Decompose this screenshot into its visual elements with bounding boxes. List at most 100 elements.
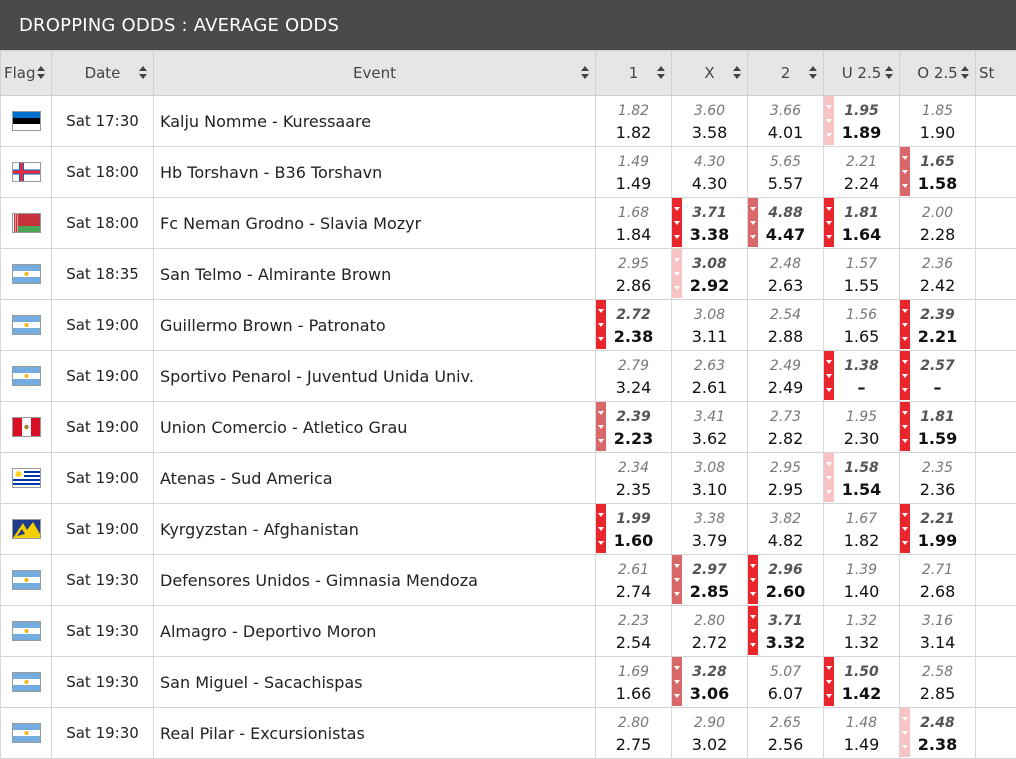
odds-cell-over[interactable]: 2.58 2.85: [899, 656, 976, 708]
table-row[interactable]: Sat 19:30 Almagro - Deportivo Moron 2.23 2.…: [0, 605, 1016, 657]
odds-cell-x[interactable]: 2.80 2.72: [671, 605, 748, 657]
odds-cell-1[interactable]: 2.39 2.23: [595, 401, 672, 453]
table-row[interactable]: Sat 19:00 Union Comercio - Atletico Grau 2…: [0, 401, 1016, 453]
odds-cell-2[interactable]: 2.54 2.88: [747, 299, 824, 351]
table-row[interactable]: Sat 18:35 San Telmo - Almirante Brown 2.95…: [0, 248, 1016, 300]
event-link[interactable]: Hb Torshavn - B36 Torshavn: [153, 146, 596, 198]
odds-cell-x[interactable]: 2.90 3.02: [671, 707, 748, 759]
odds-cell-x[interactable]: 3.41 3.62: [671, 401, 748, 453]
odds-cell-under[interactable]: 1.48 1.49: [823, 707, 900, 759]
odds-cell-x[interactable]: 3.08 3.10: [671, 452, 748, 504]
odds-cell-2[interactable]: 2.49 2.49: [747, 350, 824, 402]
odds-cell-over[interactable]: 2.48 2.38: [899, 707, 976, 759]
odds-cell-1[interactable]: 2.34 2.35: [595, 452, 672, 504]
odds-cell-over[interactable]: 1.85 1.90: [899, 95, 976, 147]
table-row[interactable]: Sat 19:30 San Miguel - Sacachispas 1.69 1.6…: [0, 656, 1016, 708]
odds-cell-x[interactable]: 2.97 2.85: [671, 554, 748, 606]
odds-cell-2[interactable]: 2.65 2.56: [747, 707, 824, 759]
odds-cell-over[interactable]: 2.36 2.42: [899, 248, 976, 300]
odds-cell-under[interactable]: 1.56 1.65: [823, 299, 900, 351]
table-row[interactable]: Sat 19:00 Sportivo Penarol - Juventud Uni…: [0, 350, 1016, 402]
odds-cell-1[interactable]: 2.79 3.24: [595, 350, 672, 402]
table-row[interactable]: Sat 19:00 Atenas - Sud America 2.34 2.35 3.0…: [0, 452, 1016, 504]
event-link[interactable]: Fc Neman Grodno - Slavia Mozyr: [153, 197, 596, 249]
col-header-status[interactable]: St: [975, 50, 1016, 96]
odds-cell-over[interactable]: 3.16 3.14: [899, 605, 976, 657]
odds-cell-1[interactable]: 1.99 1.60: [595, 503, 672, 555]
odds-cell-x[interactable]: 3.60 3.58: [671, 95, 748, 147]
col-header-flag[interactable]: Flag: [0, 50, 52, 96]
odds-cell-over[interactable]: 2.39 2.21: [899, 299, 976, 351]
odds-cell-2[interactable]: 2.95 2.95: [747, 452, 824, 504]
table-row[interactable]: Sat 18:00 Hb Torshavn - B36 Torshavn 1.49 1…: [0, 146, 1016, 198]
col-header-over-2-5[interactable]: O 2.5: [899, 50, 976, 96]
odds-cell-2[interactable]: 2.48 2.63: [747, 248, 824, 300]
odds-cell-1[interactable]: 2.72 2.38: [595, 299, 672, 351]
odds-cell-under[interactable]: 1.95 2.30: [823, 401, 900, 453]
odds-cell-under[interactable]: 1.32 1.32: [823, 605, 900, 657]
event-link[interactable]: Guillermo Brown - Patronato: [153, 299, 596, 351]
odds-cell-x[interactable]: 2.63 2.61: [671, 350, 748, 402]
event-link[interactable]: San Telmo - Almirante Brown: [153, 248, 596, 300]
odds-cell-1[interactable]: 1.68 1.84: [595, 197, 672, 249]
event-link[interactable]: Defensores Unidos - Gimnasia Mendoza: [153, 554, 596, 606]
odds-cell-under[interactable]: 1.58 1.54: [823, 452, 900, 504]
odds-cell-over[interactable]: 2.57 –: [899, 350, 976, 402]
odds-cell-over[interactable]: 2.71 2.68: [899, 554, 976, 606]
odds-cell-2[interactable]: 3.82 4.82: [747, 503, 824, 555]
odds-cell-1[interactable]: 2.95 2.86: [595, 248, 672, 300]
event-link[interactable]: Atenas - Sud America: [153, 452, 596, 504]
odds-cell-under[interactable]: 1.39 1.40: [823, 554, 900, 606]
odds-cell-under[interactable]: 1.50 1.42: [823, 656, 900, 708]
odds-cell-x[interactable]: 3.08 2.92: [671, 248, 748, 300]
odds-cell-x[interactable]: 3.71 3.38: [671, 197, 748, 249]
odds-cell-x[interactable]: 3.28 3.06: [671, 656, 748, 708]
event-link[interactable]: Union Comercio - Atletico Grau: [153, 401, 596, 453]
odds-cell-2[interactable]: 5.65 5.57: [747, 146, 824, 198]
odds-cell-1[interactable]: 2.23 2.54: [595, 605, 672, 657]
odds-cell-1[interactable]: 1.82 1.82: [595, 95, 672, 147]
table-row[interactable]: Sat 19:00 Kyrgyzstan - Afghanistan 1.99 1.6…: [0, 503, 1016, 555]
odds-cell-2[interactable]: 3.71 3.32: [747, 605, 824, 657]
odds-cell-x[interactable]: 4.30 4.30: [671, 146, 748, 198]
odds-cell-1[interactable]: 2.80 2.75: [595, 707, 672, 759]
table-row[interactable]: Sat 19:00 Guillermo Brown - Patronato 2.72…: [0, 299, 1016, 351]
odds-cell-under[interactable]: 1.81 1.64: [823, 197, 900, 249]
col-header-date[interactable]: Date: [51, 50, 154, 96]
odds-cell-under[interactable]: 2.21 2.24: [823, 146, 900, 198]
odds-cell-under[interactable]: 1.95 1.89: [823, 95, 900, 147]
col-header-event[interactable]: Event: [153, 50, 596, 96]
event-link[interactable]: San Miguel - Sacachispas: [153, 656, 596, 708]
odds-cell-over[interactable]: 2.35 2.36: [899, 452, 976, 504]
col-header-2[interactable]: 2: [747, 50, 824, 96]
col-header-x[interactable]: X: [671, 50, 748, 96]
table-row[interactable]: Sat 19:30 Defensores Unidos - Gimnasia Me…: [0, 554, 1016, 606]
odds-cell-over[interactable]: 2.21 1.99: [899, 503, 976, 555]
table-row[interactable]: Sat 19:30 Real Pilar - Excursionistas 2.80…: [0, 707, 1016, 759]
event-link[interactable]: Almagro - Deportivo Moron: [153, 605, 596, 657]
odds-cell-2[interactable]: 2.73 2.82: [747, 401, 824, 453]
odds-cell-1[interactable]: 1.49 1.49: [595, 146, 672, 198]
odds-cell-over[interactable]: 2.00 2.28: [899, 197, 976, 249]
table-row[interactable]: Sat 17:30 Kalju Nomme - Kuressaare 1.82 1.8…: [0, 95, 1016, 147]
event-link[interactable]: Kalju Nomme - Kuressaare: [153, 95, 596, 147]
odds-cell-under[interactable]: 1.67 1.82: [823, 503, 900, 555]
event-link[interactable]: Kyrgyzstan - Afghanistan: [153, 503, 596, 555]
odds-cell-under[interactable]: 1.38 –: [823, 350, 900, 402]
odds-cell-over[interactable]: 1.65 1.58: [899, 146, 976, 198]
col-header-1[interactable]: 1: [595, 50, 672, 96]
odds-cell-2[interactable]: 5.07 6.07: [747, 656, 824, 708]
odds-cell-under[interactable]: 1.57 1.55: [823, 248, 900, 300]
event-link[interactable]: Real Pilar - Excursionistas: [153, 707, 596, 759]
odds-cell-2[interactable]: 3.66 4.01: [747, 95, 824, 147]
table-row[interactable]: Sat 18:00 Fc Neman Grodno - Slavia Mozyr 1…: [0, 197, 1016, 249]
odds-cell-2[interactable]: 2.96 2.60: [747, 554, 824, 606]
col-header-under-2-5[interactable]: U 2.5: [823, 50, 900, 96]
odds-cell-2[interactable]: 4.88 4.47: [747, 197, 824, 249]
odds-cell-1[interactable]: 1.69 1.66: [595, 656, 672, 708]
odds-cell-over[interactable]: 1.81 1.59: [899, 401, 976, 453]
odds-cell-1[interactable]: 2.61 2.74: [595, 554, 672, 606]
event-link[interactable]: Sportivo Penarol - Juventud Unida Univ.: [153, 350, 596, 402]
odds-cell-x[interactable]: 3.38 3.79: [671, 503, 748, 555]
odds-cell-x[interactable]: 3.08 3.11: [671, 299, 748, 351]
